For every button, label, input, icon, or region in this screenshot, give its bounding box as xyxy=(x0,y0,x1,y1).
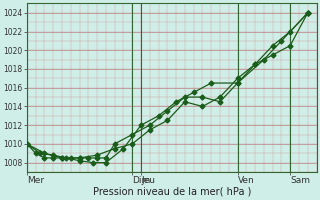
X-axis label: Pression niveau de la mer( hPa ): Pression niveau de la mer( hPa ) xyxy=(92,187,251,197)
